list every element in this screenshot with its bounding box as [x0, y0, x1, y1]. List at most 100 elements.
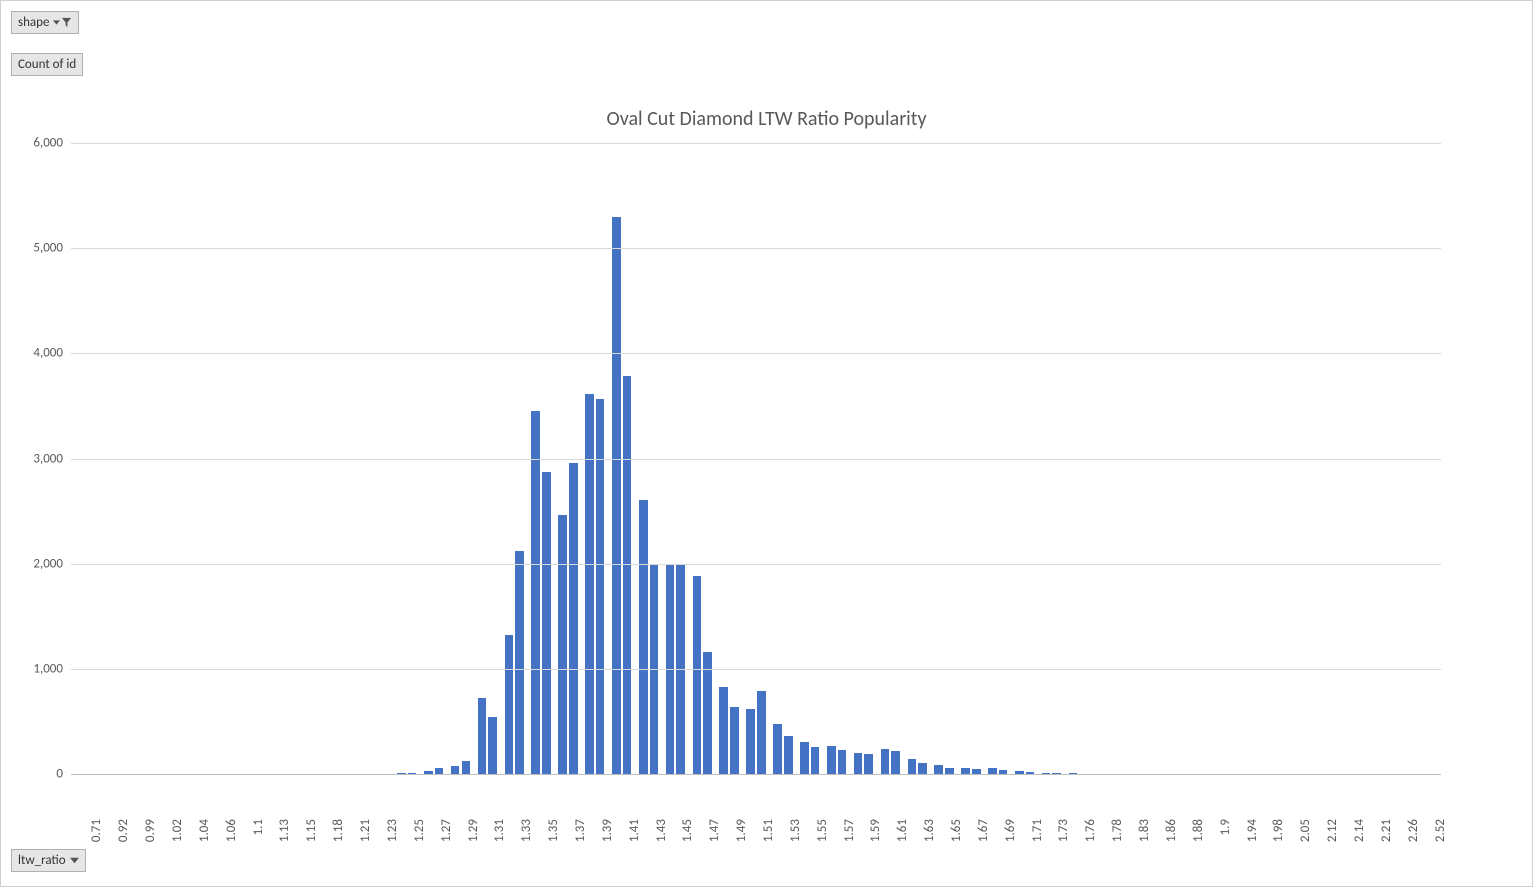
bar	[838, 750, 847, 774]
dropdown-icon	[70, 856, 79, 865]
x-tick-label: 1.73	[1056, 819, 1071, 842]
bar	[531, 411, 540, 774]
x-tick-label: 1.78	[1110, 819, 1125, 842]
x-tick-label: 2.05	[1298, 819, 1313, 842]
bar	[891, 751, 900, 774]
bar	[864, 754, 873, 774]
x-tick-label: 1.15	[304, 819, 319, 842]
count-of-id-button[interactable]: Count of id	[11, 53, 83, 76]
plot-area: 01,0002,0003,0004,0005,0006,000	[71, 143, 1441, 774]
x-tick-label: 1.65	[949, 819, 964, 842]
y-tick-label: 1,000	[33, 661, 63, 676]
x-tick-label: 1.47	[707, 819, 722, 842]
ltw-ratio-filter-label: ltw_ratio	[18, 853, 66, 868]
x-tick-label: 1.18	[331, 819, 346, 842]
x-tick-label: 1.02	[170, 819, 185, 842]
x-axis-line	[71, 774, 1441, 775]
y-tick-label: 5,000	[33, 241, 63, 256]
x-tick-label: 1.37	[573, 819, 588, 842]
x-tick-label: 1.23	[385, 819, 400, 842]
y-tick-label: 3,000	[33, 451, 63, 466]
x-tick-label: 1.71	[1030, 819, 1045, 842]
y-tick-label: 2,000	[33, 556, 63, 571]
bar	[730, 707, 739, 774]
x-tick-label: 1.39	[600, 819, 615, 842]
bar	[827, 746, 836, 774]
bar	[505, 635, 514, 774]
x-tick-label: 1.1	[251, 819, 266, 835]
bar	[515, 551, 524, 774]
x-tick-label: 1.83	[1137, 819, 1152, 842]
x-tick-label: 1.9	[1218, 819, 1233, 835]
x-tick-label: 2.21	[1379, 819, 1394, 842]
gridline	[71, 564, 1441, 565]
bar	[569, 463, 578, 774]
x-tick-label: 1.86	[1164, 819, 1179, 842]
bar	[719, 687, 728, 774]
x-tick-label: 0.99	[143, 819, 158, 842]
gridline	[71, 248, 1441, 249]
x-tick-label: 2.12	[1325, 819, 1340, 842]
x-tick-label: 1.33	[519, 819, 534, 842]
x-tick-label: 2.26	[1406, 819, 1421, 842]
x-tick-label: 1.69	[1003, 819, 1018, 842]
bar	[908, 759, 917, 774]
x-tick-label: 1.98	[1271, 819, 1286, 842]
y-tick-label: 0	[56, 767, 63, 782]
shape-filter-button[interactable]: shape	[11, 11, 79, 34]
x-tick-label: 1.59	[868, 819, 883, 842]
bar	[746, 709, 755, 774]
bar	[612, 217, 621, 774]
x-tick-label: 1.51	[761, 819, 776, 842]
y-tick-label: 4,000	[33, 346, 63, 361]
bar	[585, 394, 594, 774]
x-tick-label: 2.52	[1433, 819, 1448, 842]
bar	[478, 698, 487, 774]
bar	[757, 691, 766, 774]
gridline	[71, 353, 1441, 354]
x-tick-label: 0.92	[116, 819, 131, 842]
gridline	[71, 669, 1441, 670]
bar	[934, 765, 943, 774]
bar	[542, 472, 551, 774]
x-tick-label: 1.43	[654, 819, 669, 842]
x-tick-label: 1.35	[546, 819, 561, 842]
x-tick-label: 1.41	[627, 819, 642, 842]
x-tick-label: 1.55	[815, 819, 830, 842]
bar	[623, 376, 632, 774]
bar	[811, 747, 820, 774]
x-tick-label: 1.45	[680, 819, 695, 842]
x-tick-label: 1.31	[492, 819, 507, 842]
x-tick-label: 1.13	[277, 819, 292, 842]
bar	[488, 717, 497, 774]
x-tick-label: 1.63	[922, 819, 937, 842]
x-tick-label: 1.25	[412, 819, 427, 842]
bar	[854, 753, 863, 774]
x-tick-label: 1.49	[734, 819, 749, 842]
count-of-id-label: Count of id	[18, 57, 76, 72]
ltw-ratio-filter-button[interactable]: ltw_ratio	[11, 849, 86, 872]
bar	[784, 736, 793, 774]
x-tick-label: 1.88	[1191, 819, 1206, 842]
bar	[639, 500, 648, 774]
gridline	[71, 143, 1441, 144]
bar	[462, 761, 471, 774]
x-tick-label: 1.67	[976, 819, 991, 842]
chart-title: Oval Cut Diamond LTW Ratio Popularity	[1, 107, 1532, 131]
bar	[703, 652, 712, 774]
x-axis-labels: 0.710.920.991.021.041.061.11.131.151.181…	[71, 779, 1441, 839]
bar	[773, 724, 782, 774]
x-tick-label: 0.71	[89, 819, 104, 842]
bar	[881, 749, 890, 774]
x-tick-label: 1.27	[439, 819, 454, 842]
bar	[918, 763, 927, 774]
x-tick-label: 1.04	[197, 819, 212, 842]
bar	[451, 766, 460, 774]
bar	[596, 399, 605, 774]
x-tick-label: 1.21	[358, 819, 373, 842]
x-tick-label: 1.57	[842, 819, 857, 842]
x-tick-label: 1.29	[466, 819, 481, 842]
bar	[558, 515, 567, 774]
x-tick-label: 1.61	[895, 819, 910, 842]
bar	[800, 742, 809, 774]
